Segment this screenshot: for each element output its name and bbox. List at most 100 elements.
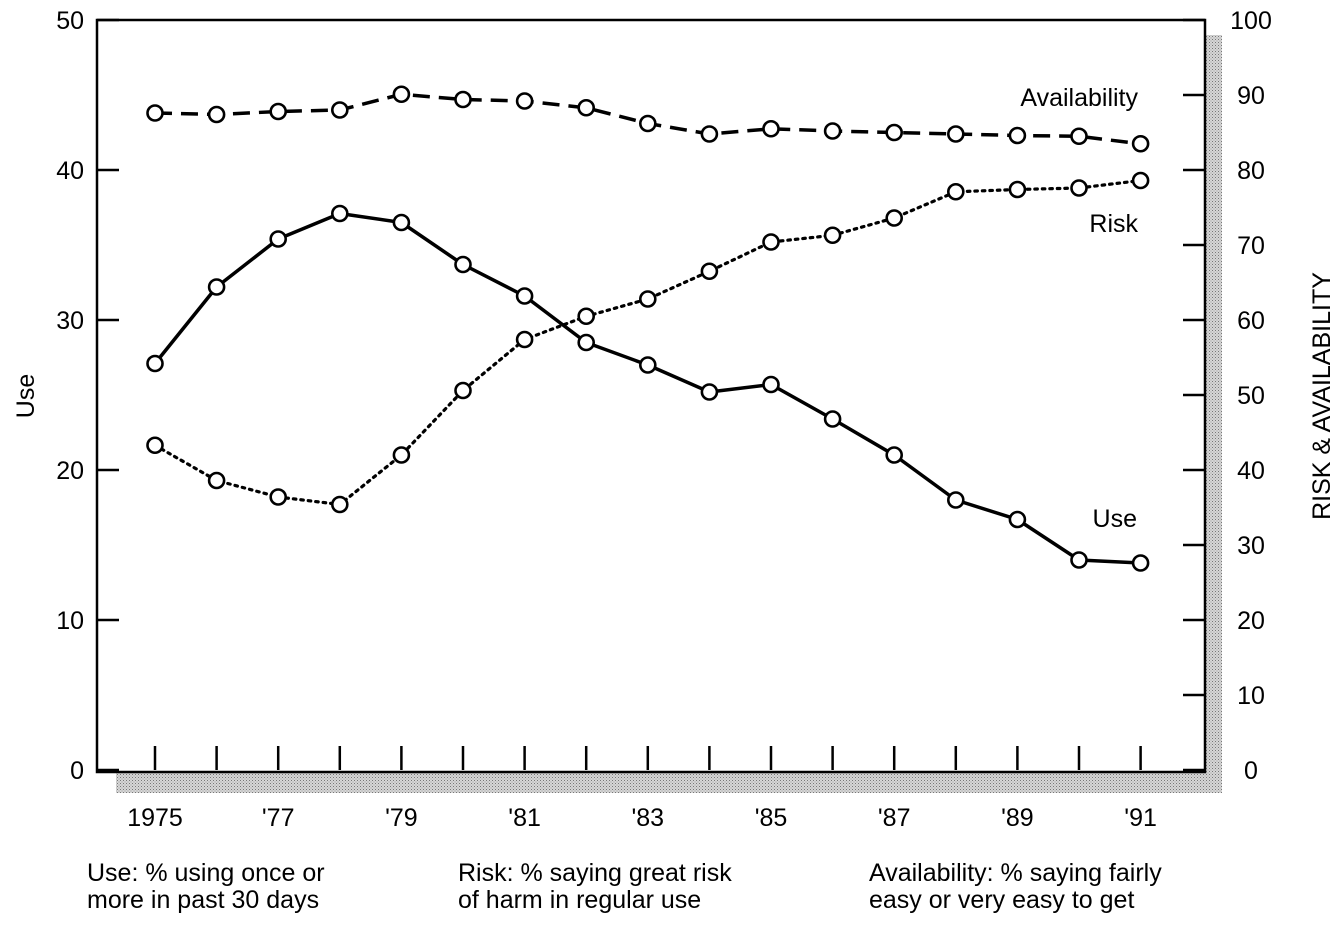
point-use bbox=[207, 278, 226, 296]
point-risk bbox=[762, 233, 780, 251]
point-availability bbox=[269, 102, 288, 121]
point-availability bbox=[515, 92, 534, 110]
right-tick-label: 70 bbox=[1237, 232, 1265, 260]
series-label-risk: Risk bbox=[1089, 210, 1138, 238]
x-tick-label: 1975 bbox=[127, 804, 183, 832]
point-use bbox=[823, 410, 842, 428]
point-risk bbox=[946, 182, 965, 201]
left-tick-label: 30 bbox=[56, 307, 84, 335]
footnote-use-line1: Use: % using once or bbox=[87, 859, 325, 887]
left-tick-label: 20 bbox=[56, 457, 84, 485]
footnote-availability-line1: Availability: % saying fairly bbox=[869, 859, 1162, 887]
right-tick-label: 40 bbox=[1237, 457, 1265, 485]
frame-shadow-right bbox=[1205, 35, 1222, 793]
point-use bbox=[946, 491, 965, 509]
point-risk bbox=[638, 290, 657, 308]
right-axis: 0 10 20 30 40 50 60 70 80 90 100 bbox=[1183, 7, 1272, 785]
point-risk bbox=[885, 209, 904, 227]
point-risk bbox=[1008, 180, 1027, 199]
x-tick-label: '77 bbox=[262, 804, 295, 832]
point-availability bbox=[207, 105, 226, 124]
series-line-risk bbox=[153, 178, 1143, 507]
x-tick-label: '87 bbox=[878, 804, 911, 832]
left-axis-title: Use bbox=[12, 374, 40, 418]
frame-shadow-bottom bbox=[116, 772, 1222, 793]
point-risk bbox=[1131, 171, 1150, 190]
point-use bbox=[515, 287, 534, 305]
point-risk bbox=[515, 330, 534, 349]
x-tick-label: '81 bbox=[508, 804, 541, 832]
right-axis-title: RISK & AVAILABILITY bbox=[1308, 272, 1336, 520]
left-tick-label: 50 bbox=[56, 7, 84, 35]
point-availability bbox=[638, 114, 657, 133]
series-label-use: Use bbox=[1093, 505, 1137, 533]
point-risk bbox=[823, 226, 842, 245]
point-use bbox=[1070, 551, 1088, 569]
plot-frame bbox=[95, 18, 1207, 774]
point-availability bbox=[146, 104, 164, 122]
footnote-availability: Availability: % saying fairly easy or ve… bbox=[869, 860, 1162, 914]
point-availability bbox=[577, 98, 596, 117]
point-availability bbox=[946, 125, 965, 143]
point-availability bbox=[454, 90, 472, 109]
point-risk bbox=[146, 436, 164, 455]
point-risk bbox=[1070, 179, 1088, 197]
point-use bbox=[762, 375, 780, 394]
right-tick-label: 60 bbox=[1237, 307, 1265, 335]
point-risk bbox=[454, 381, 472, 400]
x-tick-label: '85 bbox=[755, 804, 788, 832]
right-tick-label: 50 bbox=[1237, 382, 1265, 410]
point-use bbox=[885, 446, 904, 464]
point-risk bbox=[392, 446, 411, 464]
point-availability bbox=[885, 123, 904, 142]
right-tick-label: 20 bbox=[1237, 607, 1265, 635]
point-use bbox=[577, 333, 596, 352]
point-use bbox=[1131, 554, 1150, 572]
footnote-risk: Risk: % saying great risk of harm in reg… bbox=[458, 860, 732, 914]
point-availability bbox=[1131, 134, 1150, 153]
series-layer: Use Risk Availability bbox=[146, 84, 1150, 572]
point-use bbox=[146, 354, 164, 373]
x-tick-label: '83 bbox=[632, 804, 665, 832]
point-use bbox=[454, 255, 472, 274]
point-availability bbox=[1070, 127, 1088, 146]
right-tick-label: 80 bbox=[1237, 157, 1265, 185]
point-use bbox=[638, 356, 657, 374]
point-risk bbox=[207, 471, 226, 490]
x-tick-label: '91 bbox=[1124, 804, 1157, 832]
left-tick-label: 0 bbox=[70, 757, 84, 785]
footnote-availability-line2: easy or very easy to get bbox=[869, 886, 1135, 914]
point-availability bbox=[823, 122, 842, 140]
point-use bbox=[269, 230, 288, 248]
x-tick-label: '79 bbox=[385, 804, 418, 832]
right-tick-label: 0 bbox=[1244, 757, 1258, 785]
point-availability bbox=[392, 85, 411, 104]
point-availability bbox=[330, 101, 349, 119]
footnote-risk-line2: of harm in regular use bbox=[458, 886, 702, 914]
point-risk bbox=[577, 307, 596, 326]
footnote-use-line2: more in past 30 days bbox=[87, 886, 320, 914]
series-label-availability: Availability bbox=[1020, 84, 1138, 112]
point-use bbox=[700, 383, 719, 401]
right-tick-label: 90 bbox=[1237, 82, 1265, 110]
point-availability bbox=[700, 125, 719, 143]
point-use bbox=[392, 213, 411, 232]
point-use bbox=[330, 204, 349, 223]
point-use bbox=[1008, 510, 1027, 529]
point-risk bbox=[330, 495, 349, 514]
x-axis: 1975 '77 '79 '81 '83 '85 '87 '89 '91 bbox=[127, 746, 1157, 832]
left-axis: 0 10 20 30 40 50 bbox=[56, 7, 119, 785]
right-tick-label: 30 bbox=[1237, 532, 1265, 560]
right-tick-label: 100 bbox=[1230, 7, 1272, 35]
footnote-risk-line1: Risk: % saying great risk bbox=[458, 859, 732, 887]
right-tick-label: 10 bbox=[1237, 682, 1265, 710]
x-tick-label: '89 bbox=[1001, 804, 1034, 832]
point-availability bbox=[1008, 126, 1027, 145]
point-risk bbox=[700, 262, 719, 281]
point-availability bbox=[762, 119, 780, 138]
footnote-use: Use: % using once or more in past 30 day… bbox=[87, 860, 325, 914]
left-tick-label: 10 bbox=[56, 607, 84, 635]
point-risk bbox=[269, 488, 288, 506]
left-tick-label: 40 bbox=[56, 157, 84, 185]
